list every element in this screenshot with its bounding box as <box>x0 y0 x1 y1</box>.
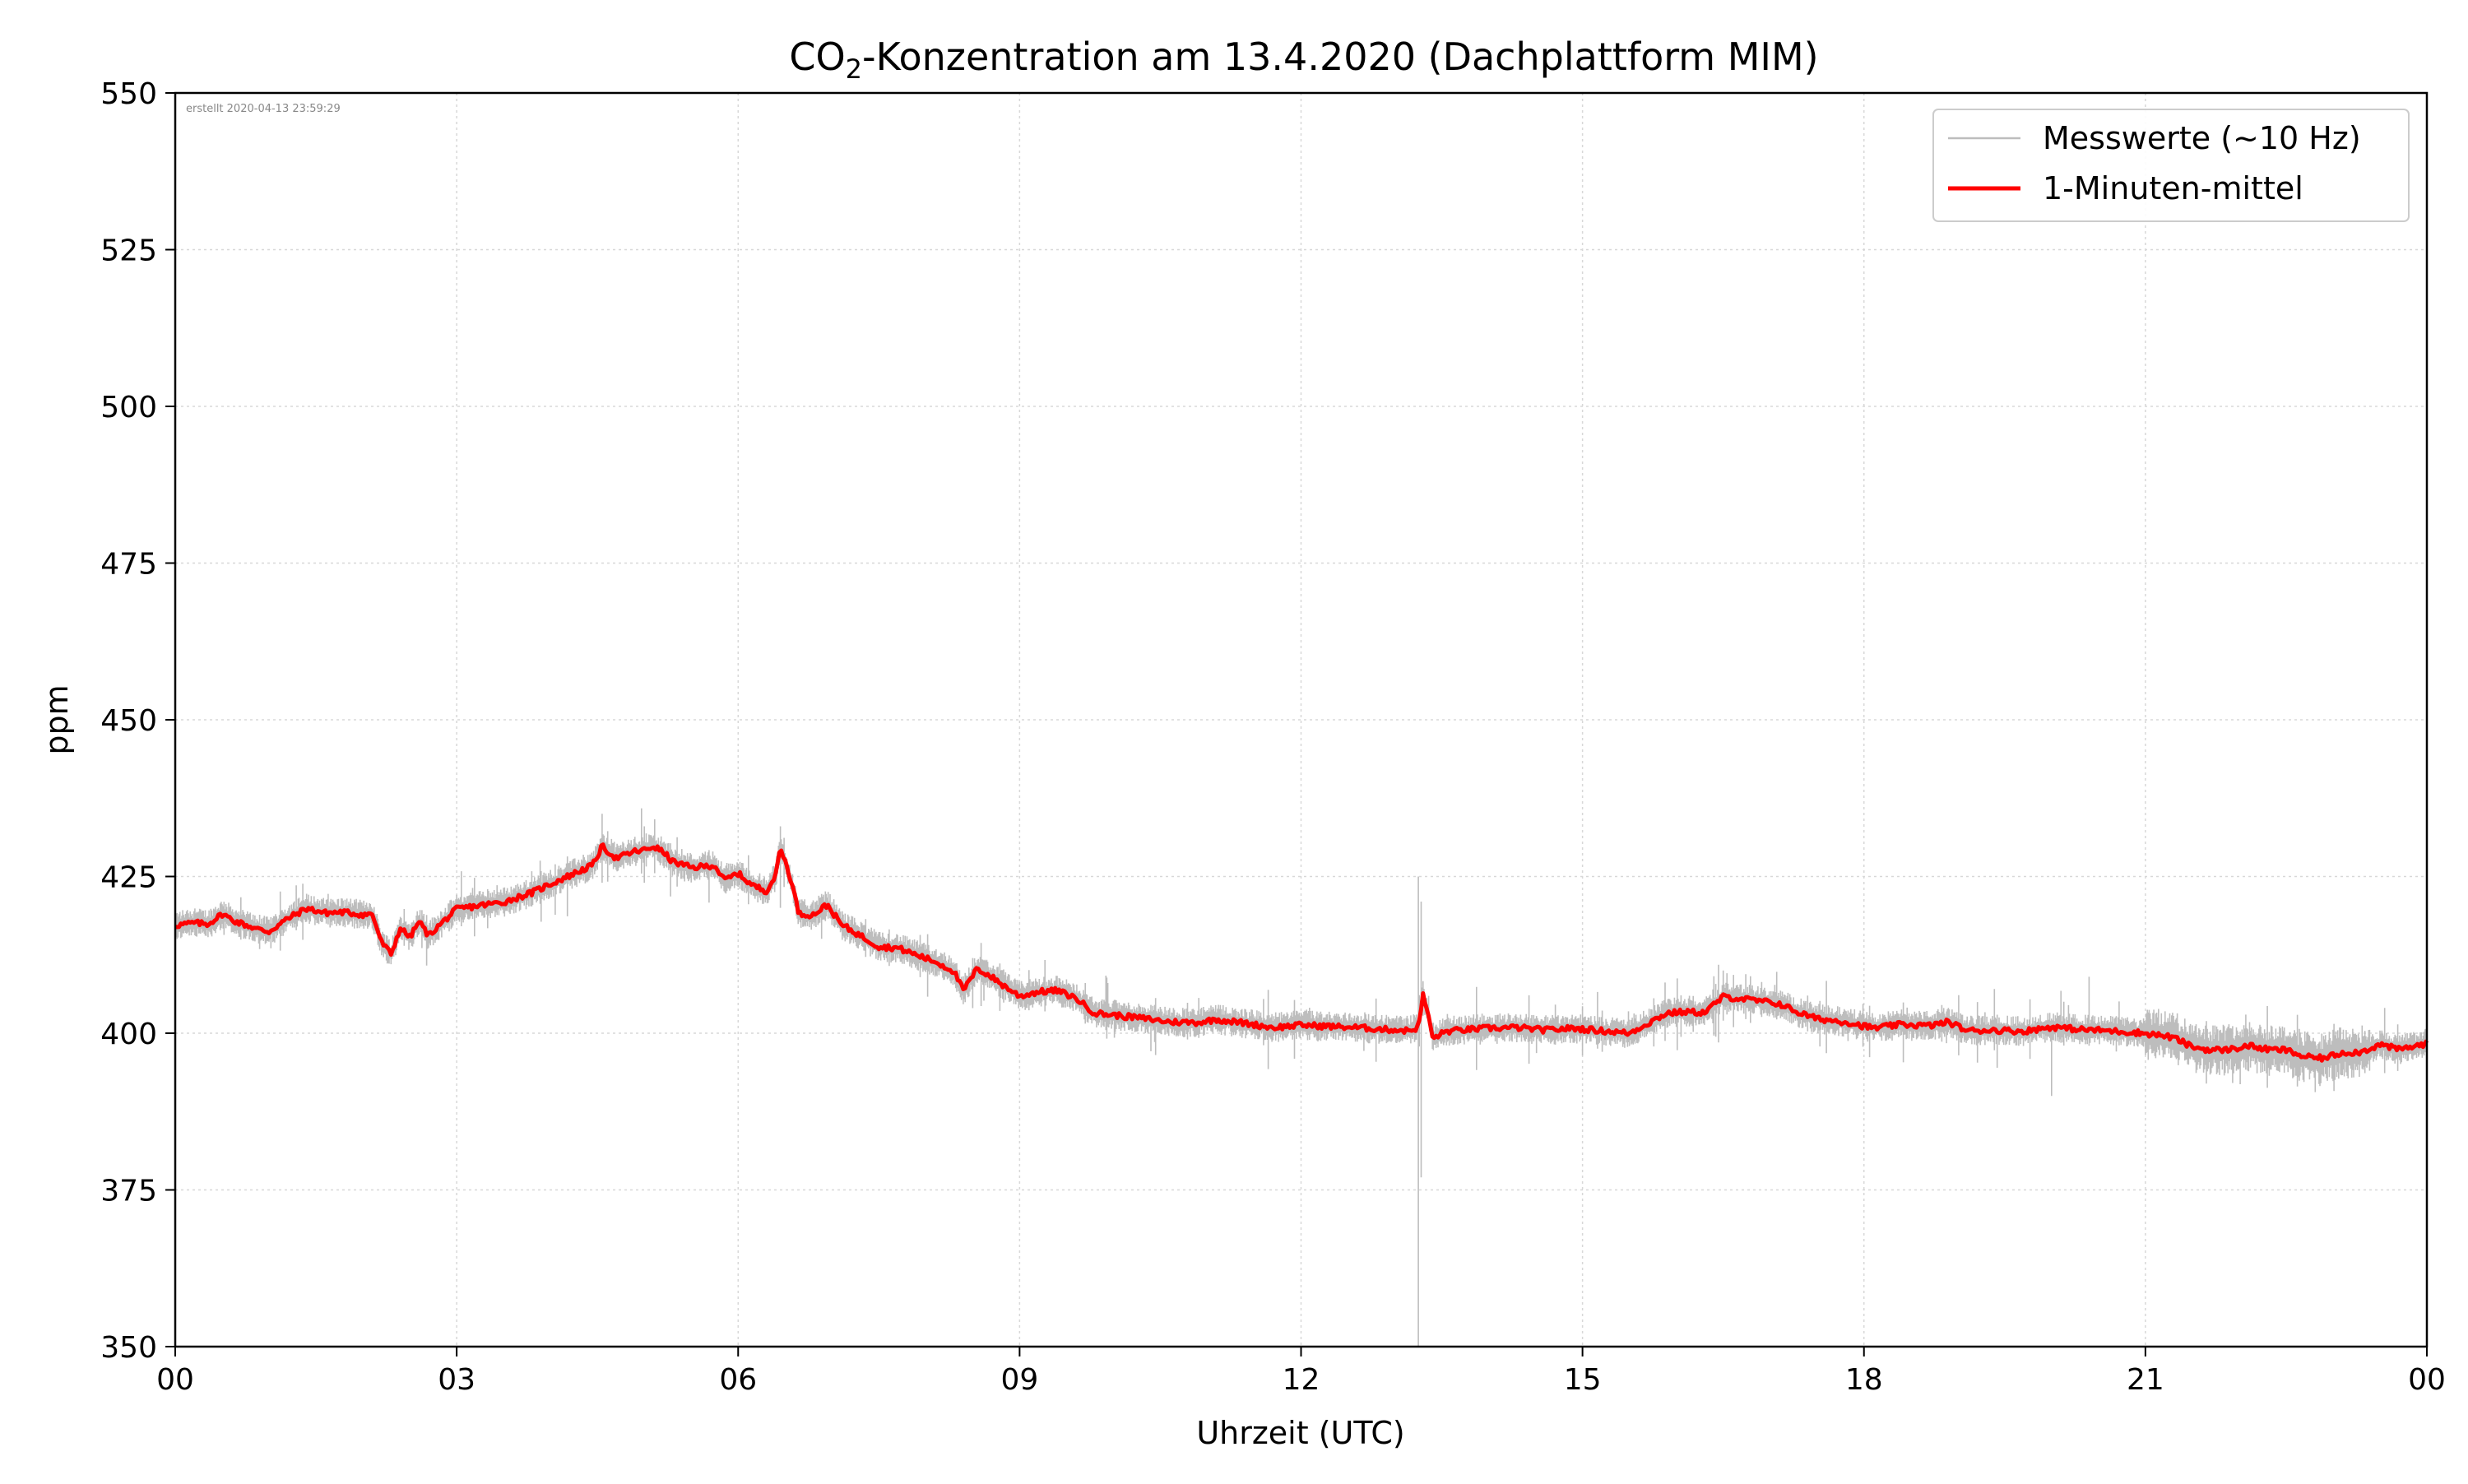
one-minute-mean-series <box>174 842 2429 1063</box>
y-tick-label: 525 <box>100 234 157 268</box>
legend-mean-label: 1-Minuten-mittel <box>2043 170 2303 206</box>
tick-layer: 00 03 06 09 12 15 18 21 003503754004254504755005… <box>100 77 2446 1397</box>
x-tick-label: 15 <box>1564 1363 1602 1397</box>
x-tick-label: 12 <box>1283 1363 1320 1397</box>
legend-box <box>1932 109 2410 222</box>
x-axis-label: Uhrzeit (UTC) <box>1196 1415 1404 1451</box>
y-axis-label: ppm <box>39 684 75 754</box>
y-tick-label: 425 <box>100 861 157 895</box>
x-tick-label: 06 <box>719 1363 757 1397</box>
y-tick-label: 550 <box>100 77 157 111</box>
x-tick-label: 03 <box>438 1363 476 1397</box>
creation-timestamp: erstellt 2020-04-13 23:59:29 <box>186 103 341 115</box>
x-tick-label: 18 <box>1845 1363 1883 1397</box>
y-tick-label: 350 <box>100 1331 157 1365</box>
y-tick-label: 500 <box>100 391 157 424</box>
mean-series-layer <box>174 842 2429 1063</box>
legend-raw-label: Messwerte (~10 Hz) <box>2043 120 2361 156</box>
x-tick-label: 09 <box>1000 1363 1038 1397</box>
chart-title: CO2-Konzentration am 13.4.2020 (Dachplat… <box>789 35 1818 85</box>
x-tick-label: 21 <box>2127 1363 2164 1397</box>
y-tick-label: 475 <box>100 548 157 582</box>
y-tick-label: 400 <box>100 1018 157 1051</box>
y-tick-label: 450 <box>100 704 157 738</box>
x-tick-label: 00 <box>2408 1363 2446 1397</box>
legend: Messwerte (~10 Hz) 1-Minuten-mittel <box>1932 109 2410 222</box>
y-tick-label: 375 <box>100 1175 157 1208</box>
x-tick-label: 00 <box>156 1363 194 1397</box>
